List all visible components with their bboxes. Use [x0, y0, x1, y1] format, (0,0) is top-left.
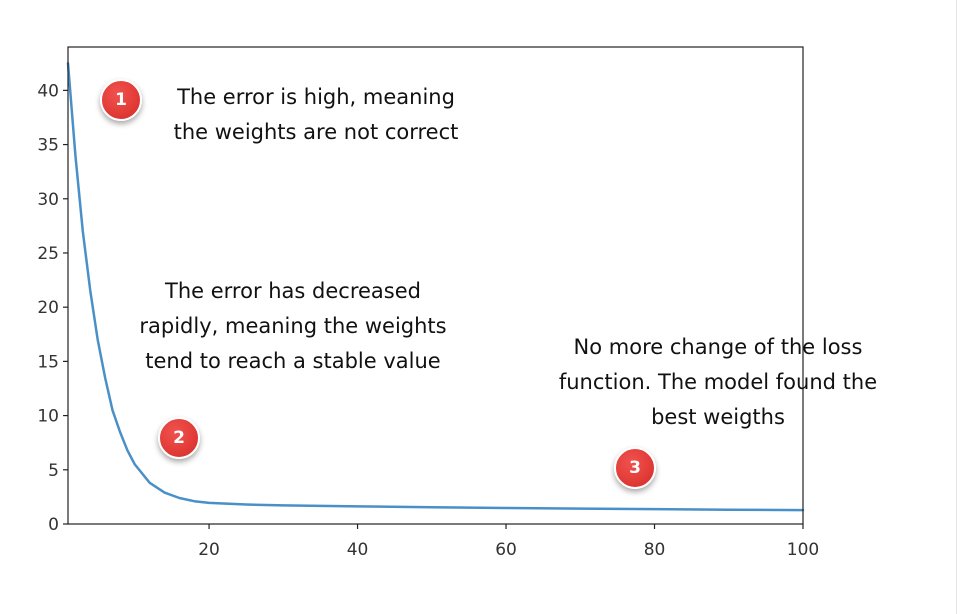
annotation-2-text: The error has decreased rapidly, meaning…: [128, 274, 458, 379]
y-tick-label-35: 35: [37, 136, 59, 156]
y-tick-label-10: 10: [37, 407, 59, 427]
series-line-1: [66, 62, 805, 512]
annotation-1-line-1: The error is high, meaning: [177, 85, 455, 109]
annotation-2-line-3: tend to reach a stable value: [145, 349, 441, 373]
annotation-3-line-3: best weigths: [651, 405, 785, 429]
plot-frame: [67, 46, 804, 525]
y-tick-label-25: 25: [37, 244, 59, 264]
x-tick-label-60: 60: [495, 540, 517, 560]
x-tick-label-20: 20: [198, 540, 220, 560]
annotation-1-badge: 1: [100, 79, 142, 121]
x-tick-label-80: 80: [644, 540, 666, 560]
annotation-1-line-2: the weights are not correct: [173, 120, 459, 144]
x-tick-label-40: 40: [347, 540, 369, 560]
y-tick-label-30: 30: [37, 190, 59, 210]
y-tick-label-5: 5: [48, 461, 59, 481]
annotation-2-badge: 2: [158, 417, 200, 459]
y-tick-label-0: 0: [48, 515, 59, 535]
annotation-3-line-2: function. The model found the: [558, 370, 878, 394]
annotation-3-badge: 3: [614, 447, 656, 489]
annotation-2-line-1: The error has decreased: [165, 279, 421, 303]
page-edge-divider: [956, 0, 957, 614]
annotation-3-line-1: No more change of the loss: [573, 335, 863, 359]
y-tick-label-15: 15: [37, 352, 59, 372]
annotation-3-text: No more change of the loss function. The…: [540, 330, 896, 435]
x-tick-label-100: 100: [787, 540, 819, 560]
annotation-1-text: The error is high, meaning the weights a…: [158, 80, 474, 150]
annotation-2-line-2: rapidly, meaning the weights: [139, 314, 447, 338]
y-tick-label-40: 40: [37, 81, 59, 101]
y-tick-label-20: 20: [37, 298, 59, 318]
